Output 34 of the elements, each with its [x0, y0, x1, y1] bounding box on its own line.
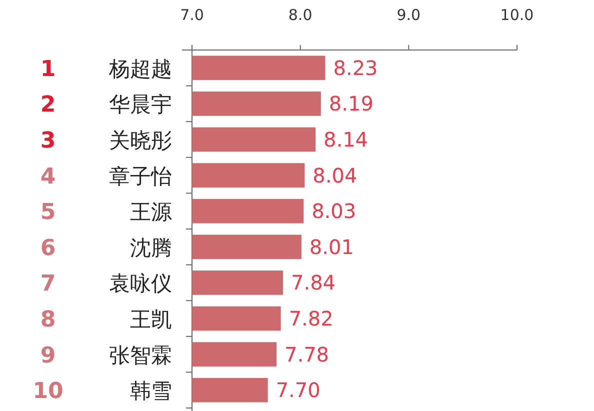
text: 9: [40, 343, 56, 368]
data-label: 7.84: [291, 270, 336, 295]
x-tick-label: 8.0: [288, 6, 312, 24]
text: 4: [40, 164, 56, 190]
y-tick-label: 袁咏仪: [109, 272, 172, 296]
y-tick-label: 沈腾: [130, 236, 172, 260]
data-label: 8.01: [309, 234, 354, 259]
y-tick-label: 王源: [130, 200, 172, 224]
y-tick-label: 关晓彤: [109, 128, 172, 152]
data-label: 7.70: [276, 378, 320, 402]
x-tick-label: 9.0: [396, 6, 421, 24]
text: 3: [40, 128, 56, 154]
data-label: 8.14: [324, 128, 368, 152]
text: 8: [40, 308, 56, 332]
text: 5: [40, 200, 56, 226]
x-tick-label: 7.0: [180, 6, 204, 24]
data-label: 8.03: [312, 199, 356, 224]
text: 10: [32, 379, 64, 404]
data-label: 7.82: [288, 306, 334, 330]
data-label: 8.04: [312, 163, 358, 188]
text: 1: [40, 56, 56, 82]
y-tick-label: 王凯: [130, 308, 172, 332]
text: 2: [40, 92, 56, 118]
data-label: 8.19: [328, 92, 374, 116]
x-tick-label: 10.0: [500, 6, 534, 24]
y-tick-label: 韩雪: [130, 379, 172, 404]
y-tick-label: 杨超越: [108, 56, 172, 81]
data-label: 8.23: [333, 56, 378, 80]
data-label: 7.78: [284, 342, 330, 366]
y-tick-label: 华晨宇: [109, 92, 172, 117]
y-tick-label: 张智霖: [109, 343, 172, 368]
text: 6: [40, 236, 56, 261]
y-tick-label: 章子怡: [109, 164, 172, 188]
text: 7: [40, 272, 56, 297]
